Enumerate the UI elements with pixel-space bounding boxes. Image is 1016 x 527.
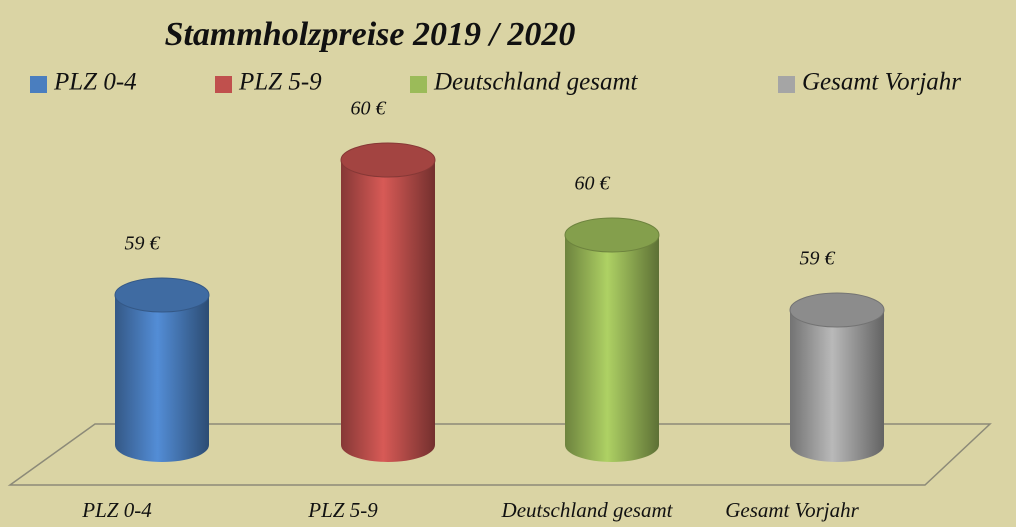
x-tick-label: PLZ 5-9 — [307, 498, 378, 522]
chart-title: Stammholzpreise 2019 / 2020 — [165, 16, 576, 53]
bar-top — [114, 277, 210, 313]
legend-label: PLZ 0-4 — [53, 69, 137, 96]
x-tick-label: Deutschland gesamt — [501, 498, 674, 522]
bar-top — [564, 217, 660, 253]
legend-swatch — [215, 76, 232, 93]
floor — [7, 423, 992, 486]
bar — [790, 310, 884, 462]
value-label: 60 € — [351, 98, 387, 120]
value-label: 60 € — [575, 173, 611, 195]
legend-label: PLZ 5-9 — [238, 69, 322, 96]
bar — [115, 295, 209, 462]
bar — [341, 160, 435, 462]
legend-swatch — [410, 76, 427, 93]
bar-top — [789, 292, 885, 328]
legend-swatch — [778, 76, 795, 93]
x-tick-label: PLZ 0-4 — [81, 498, 152, 522]
legend-label: Deutschland gesamt — [433, 69, 638, 96]
value-label: 59 € — [125, 233, 161, 255]
bar — [565, 235, 659, 462]
x-tick-label: Gesamt Vorjahr — [725, 498, 859, 522]
value-label: 59 € — [800, 248, 836, 270]
bar-top — [340, 142, 436, 178]
legend-label: Gesamt Vorjahr — [802, 69, 961, 96]
legend-swatch — [30, 76, 47, 93]
